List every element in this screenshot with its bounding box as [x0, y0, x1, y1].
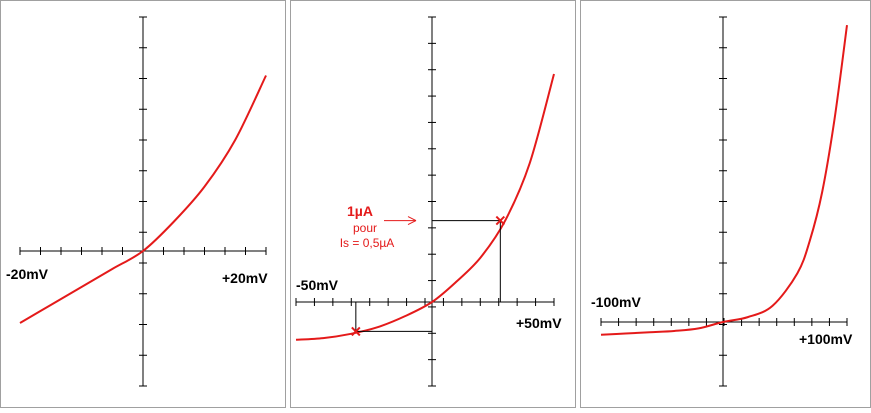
x-min-label: -20mV: [6, 266, 49, 282]
annotation-value: 1µA: [347, 203, 373, 219]
chart-frame: [580, 0, 871, 408]
marker-cross: [495, 215, 506, 226]
chart-panel-3: -100mV +100mV: [580, 0, 871, 413]
iv-curve: [295, 73, 555, 341]
x-min-label: -100mV: [591, 294, 641, 310]
iv-curve: [19, 75, 267, 324]
chart-panel-1: -20mV +20mV: [0, 0, 286, 413]
chart-1-svg: -20mV +20mV: [0, 0, 286, 408]
annotation-line2: Is = 0,5µA: [340, 236, 395, 250]
x-min-label: -50mV: [296, 277, 339, 293]
chart-frame: [290, 0, 576, 408]
x-max-label: +20mV: [222, 270, 268, 286]
x-max-label: +100mV: [799, 331, 853, 347]
annotation-arrow-head: [407, 216, 417, 226]
annotation-line1: pour: [353, 221, 377, 235]
marker-cross: [351, 326, 361, 337]
x-max-label: +50mV: [516, 315, 562, 331]
chart-3-svg: -100mV +100mV: [580, 0, 871, 408]
chart-panel-2: 1µA pour Is = 0,5µA -50mV +50mV: [290, 0, 576, 413]
iv-curve: [600, 25, 848, 336]
